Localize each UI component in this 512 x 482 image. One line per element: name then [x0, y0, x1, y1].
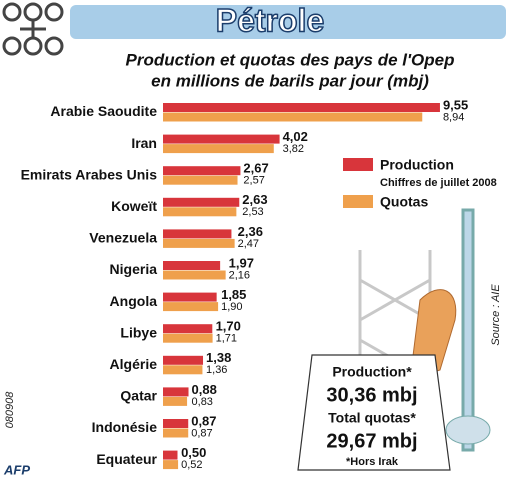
category-label: Angola [110, 293, 158, 309]
value-label: 1,97 [229, 255, 254, 270]
value-label: 2,53 [242, 206, 263, 218]
bar [163, 428, 189, 438]
bar [163, 387, 189, 397]
category-label: Koweït [111, 198, 157, 214]
category-label: Iran [131, 135, 157, 151]
bar [163, 355, 204, 365]
agency-logo: AFP [3, 462, 30, 477]
source: Source : AIE [490, 284, 502, 346]
value-label: 1,38 [206, 350, 231, 365]
date-code: 080908 [4, 391, 16, 429]
summary-text: 29,67 mbj [326, 430, 417, 452]
category-label: Libye [120, 324, 157, 340]
value-label: 8,94 [443, 111, 464, 123]
value-label: 0,83 [192, 396, 213, 408]
value-label: 0,87 [191, 427, 212, 439]
legend-label: Quotas [380, 194, 428, 210]
category-label: Equateur [96, 451, 157, 467]
category-label: Emirats Arabes Unis [21, 166, 158, 182]
legend-swatch [343, 158, 373, 171]
bar [163, 270, 226, 280]
bar [163, 365, 203, 375]
value-label: 1,36 [206, 364, 227, 376]
value-label: 1,70 [216, 319, 241, 334]
value-label: 1,90 [221, 301, 242, 313]
category-label: Qatar [120, 388, 157, 404]
category-label: Nigeria [110, 261, 158, 277]
bar [163, 324, 213, 334]
value-label: 3,82 [283, 143, 304, 155]
subtitle: Production et quotas des pays de l'Opep [126, 50, 455, 69]
summary-text: *Hors Irak [346, 456, 399, 468]
bar [163, 238, 235, 248]
bar [163, 419, 189, 428]
legend-label: Production [380, 157, 454, 173]
bar [163, 207, 237, 217]
bar [163, 261, 221, 270]
opec-logo [2, 2, 64, 56]
bar [163, 175, 238, 185]
category-label: Algérie [110, 356, 158, 372]
value-label: 2,63 [242, 192, 267, 207]
value-label: 9,55 [443, 97, 468, 112]
summary-text: 30,36 mbj [326, 384, 417, 406]
category-label: Indonésie [92, 419, 158, 435]
summary-box [297, 354, 451, 471]
value-label: 1,71 [216, 333, 237, 345]
bar [163, 112, 423, 122]
value-label: 0,52 [181, 459, 202, 471]
bar [163, 197, 240, 207]
legend-swatch [343, 195, 373, 208]
value-label: 2,57 [243, 175, 264, 187]
title-banner [70, 5, 506, 39]
value-label: 1,85 [221, 287, 246, 302]
bar [163, 450, 178, 460]
summary-text: Production* [332, 364, 412, 380]
bar [163, 396, 188, 406]
value-label: 2,16 [229, 269, 250, 281]
chart-title: Pétrole [216, 2, 324, 38]
subtitle: en millions de barils par jour (mbj) [151, 71, 429, 90]
value-label: 4,02 [283, 129, 308, 144]
bar [163, 292, 217, 302]
category-label: Arabie Saoudite [50, 103, 157, 119]
bar [163, 302, 219, 312]
bar [163, 166, 241, 176]
bar [163, 144, 274, 154]
category-label: Venezuela [89, 230, 157, 246]
bar [163, 333, 213, 343]
bar [163, 460, 179, 470]
bar [163, 103, 440, 112]
summary-text: Total quotas* [328, 410, 416, 426]
value-label: 0,87 [191, 413, 216, 428]
legend-note: Chiffres de juillet 2008 [380, 177, 497, 189]
value-label: 2,67 [243, 161, 268, 176]
value-label: 2,36 [238, 224, 263, 239]
value-label: 2,47 [238, 238, 259, 250]
value-label: 0,88 [192, 382, 217, 397]
value-label: 0,50 [181, 445, 206, 460]
bar [163, 229, 232, 239]
bar [163, 134, 280, 144]
